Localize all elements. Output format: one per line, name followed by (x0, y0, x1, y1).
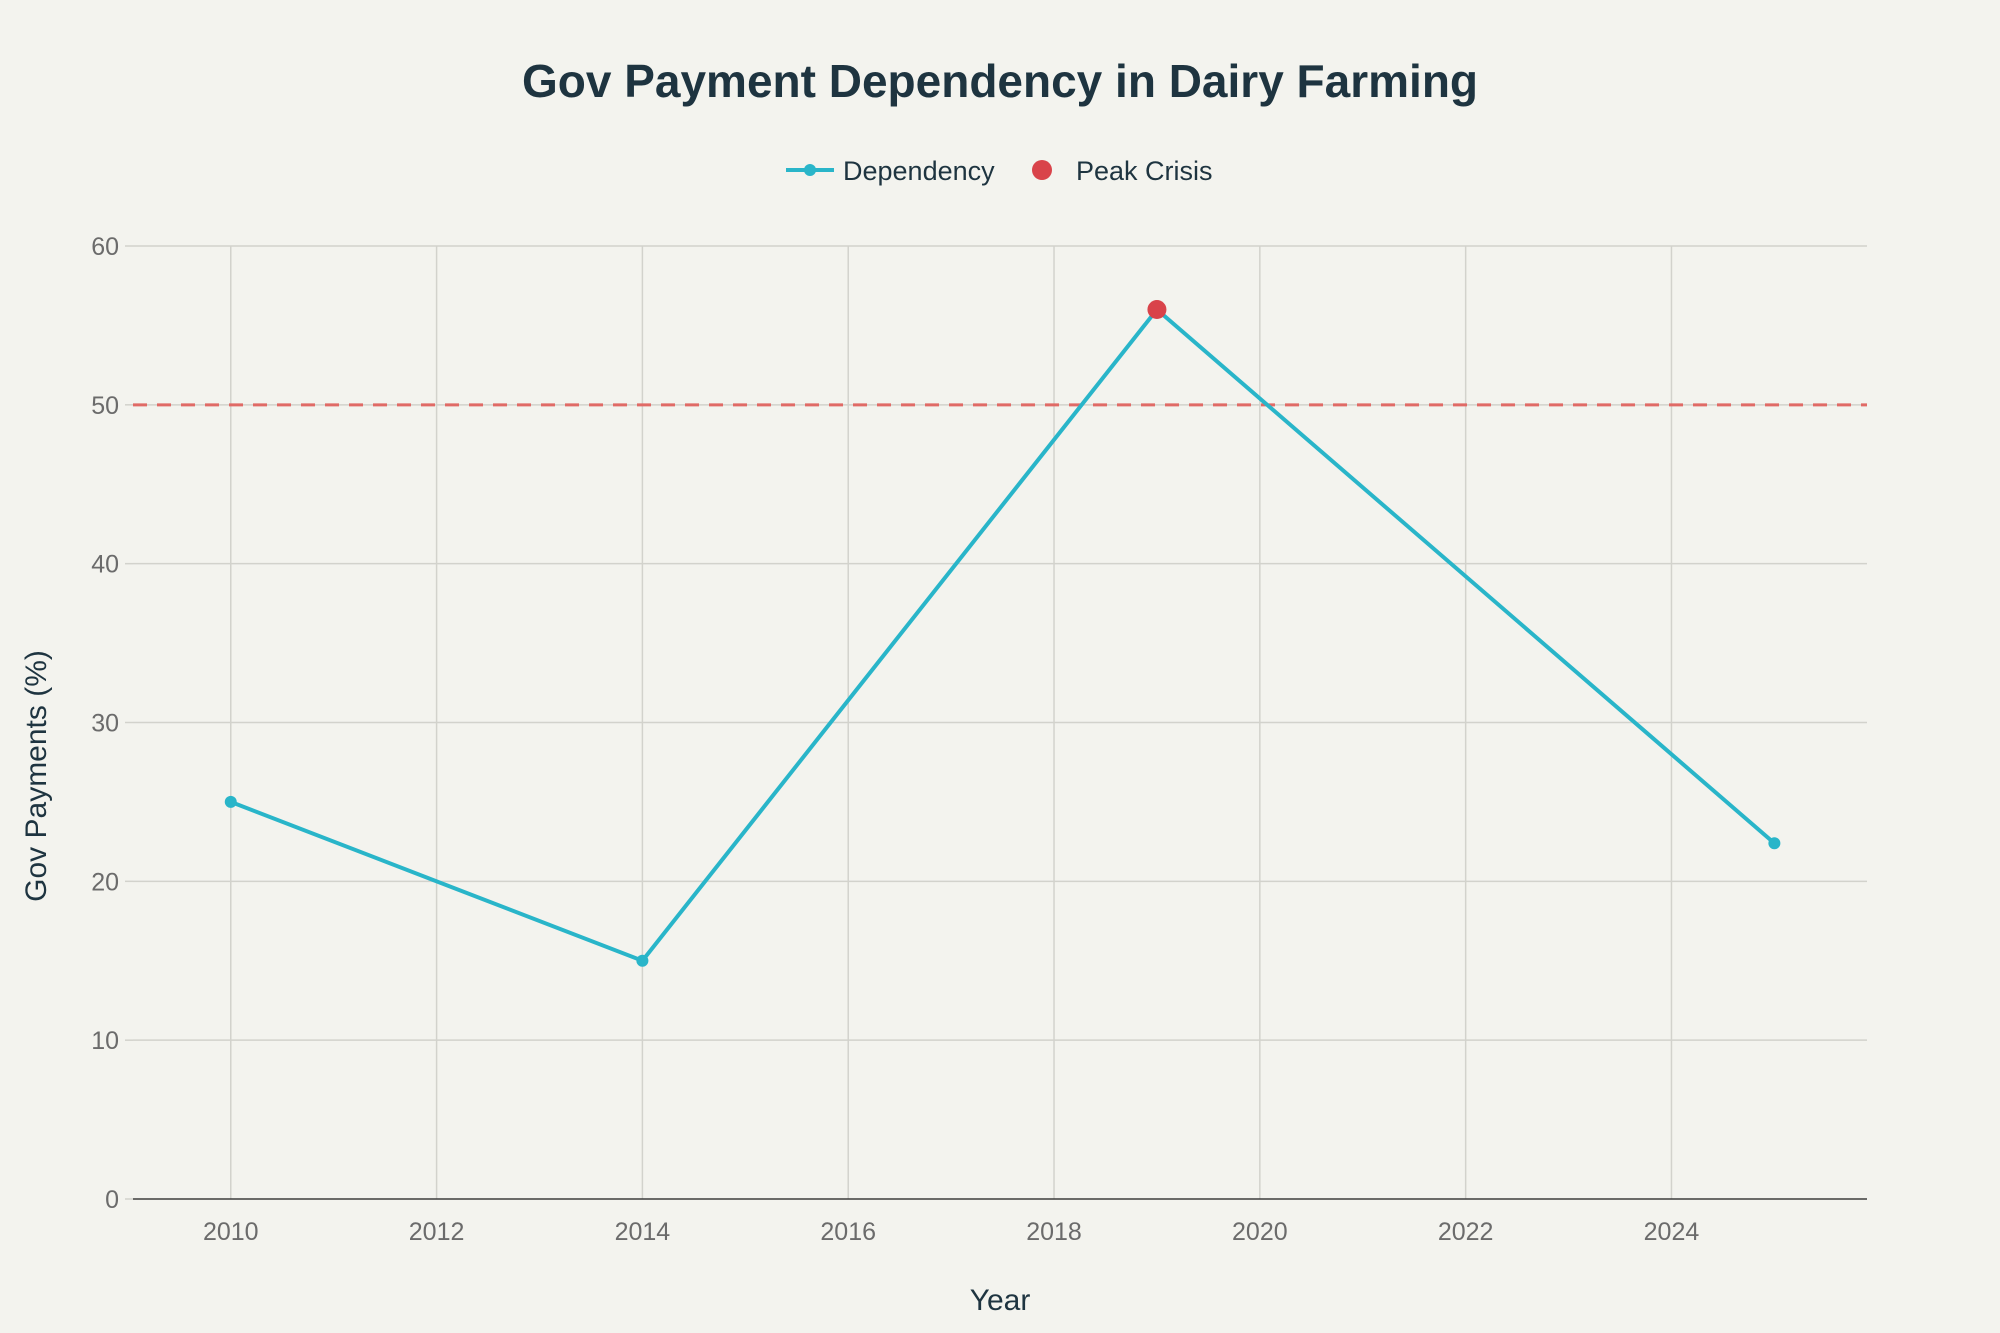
y-tick-label: 20 (91, 868, 119, 896)
chart-title: Gov Payment Dependency in Dairy Farming (522, 55, 1478, 107)
legend-dependency-label: Dependency (843, 156, 995, 186)
y-tick-label: 40 (91, 551, 119, 579)
x-tick-label: 2014 (615, 1218, 671, 1246)
legend[interactable]: Dependency Peak Crisis (786, 156, 1213, 186)
x-tick-label: 2012 (409, 1218, 465, 1246)
axes: 0 10 20 30 40 50 60 2010 2012 2014 2016 2018 2020 202… (91, 233, 1867, 1246)
x-tick-label: 2020 (1232, 1218, 1288, 1246)
series-line (230, 307, 1776, 963)
series-dependency (224, 303, 1781, 967)
x-axis-title: Year (970, 1284, 1031, 1317)
y-tick-label: 30 (91, 710, 119, 738)
data-point[interactable] (636, 954, 649, 967)
x-tick-label: 2016 (820, 1218, 876, 1246)
legend-dependency-marker (804, 164, 816, 176)
y-tick-label: 10 (91, 1027, 119, 1055)
x-tick-label: 2022 (1438, 1218, 1494, 1246)
series-peak-crisis (1147, 300, 1167, 320)
gridlines (133, 245, 1867, 1199)
series-layer (224, 300, 1781, 967)
legend-peak-crisis-marker (1032, 160, 1052, 180)
y-axis-title: Gov Payments (%) (20, 650, 53, 902)
peak-crisis-point[interactable] (1147, 300, 1167, 320)
data-point[interactable] (224, 795, 237, 808)
x-tick-label: 2018 (1026, 1218, 1082, 1246)
y-tick-label: 0 (105, 1186, 119, 1214)
y-tick-label: 60 (91, 233, 119, 261)
legend-peak-crisis-label: Peak Crisis (1076, 156, 1213, 186)
x-tick-label: 2024 (1644, 1218, 1700, 1246)
data-point[interactable] (1768, 837, 1781, 850)
x-tick-label: 2010 (203, 1218, 259, 1246)
y-tick-label: 50 (91, 392, 119, 420)
